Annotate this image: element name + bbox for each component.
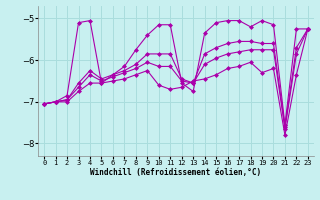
X-axis label: Windchill (Refroidissement éolien,°C): Windchill (Refroidissement éolien,°C) [91,168,261,177]
